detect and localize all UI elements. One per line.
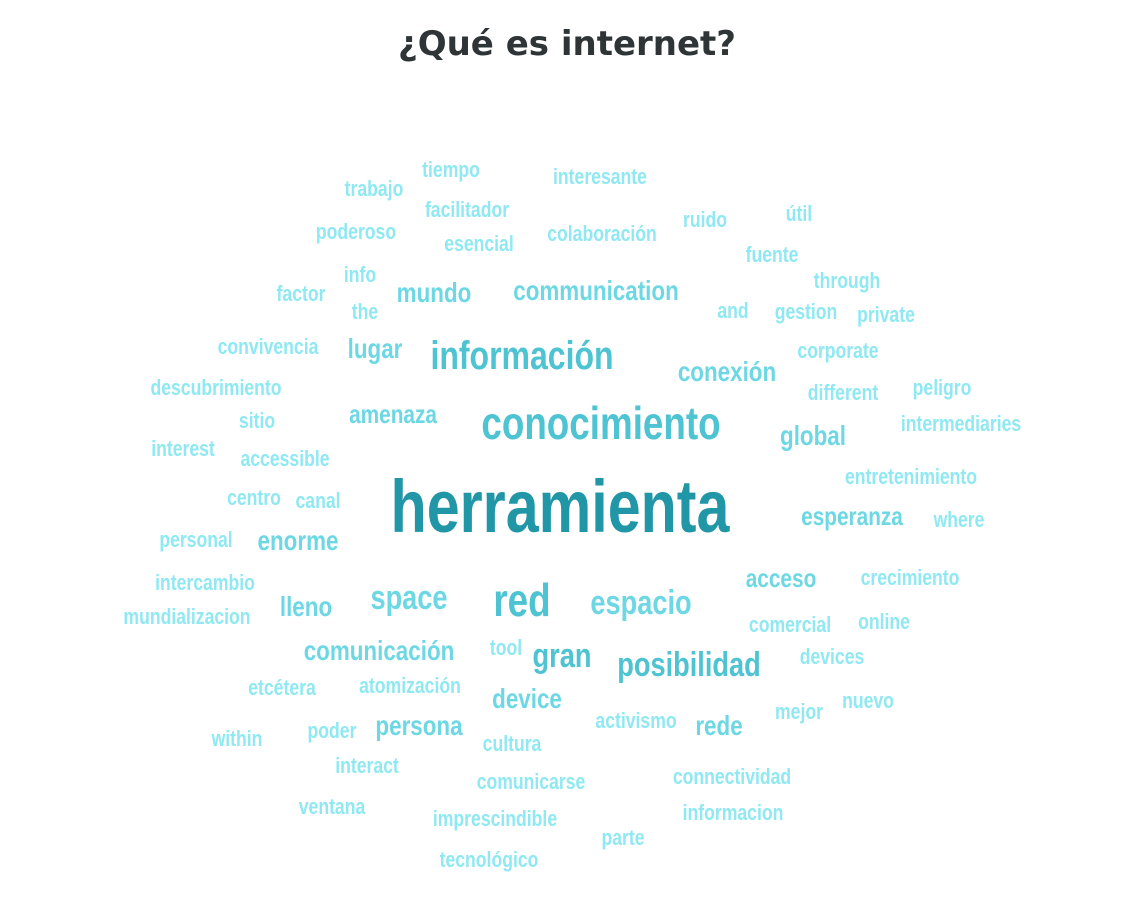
word-red: red: [493, 574, 551, 626]
word-comercial: comercial: [748, 612, 832, 637]
word-acceso: acceso: [745, 563, 817, 593]
word-mejor: mejor: [775, 699, 823, 724]
word-intercambio: intercambio: [155, 570, 255, 595]
word-the: the: [351, 299, 379, 324]
word-poder: poder: [307, 718, 357, 743]
word-amenaza: amenaza: [349, 399, 437, 429]
word-gestion: gestion: [774, 299, 838, 324]
word-espacio: espacio: [590, 584, 692, 622]
word-space: space: [370, 579, 448, 617]
word-different: different: [807, 380, 879, 405]
word-factor: factor: [276, 281, 326, 306]
word-posibilidad: posibilidad: [617, 646, 761, 684]
word-interact: interact: [335, 753, 399, 778]
word-esperanza: esperanza: [801, 501, 903, 531]
word-informacion: informacion: [682, 800, 784, 825]
word-nuevo: nuevo: [842, 688, 894, 713]
word-centro: centro: [227, 485, 281, 510]
page-title: ¿Qué es internet?: [397, 24, 737, 64]
word-conexion: conexión: [677, 356, 777, 387]
word-informacion: información: [430, 334, 614, 378]
word-within: within: [211, 726, 263, 751]
word-comunicacion: comunicación: [303, 635, 455, 666]
word-ventana: ventana: [298, 794, 366, 819]
word-corporate: corporate: [797, 338, 879, 363]
word-ruido: ruido: [683, 207, 727, 232]
word-conocimiento: conocimiento: [481, 397, 721, 449]
word-device: device: [492, 683, 562, 714]
word-lugar: lugar: [347, 333, 403, 364]
word-accessible: accessible: [240, 446, 330, 471]
word-lleno: lleno: [279, 591, 333, 622]
word-enorme: enorme: [257, 525, 339, 556]
word-descubrimiento: descubrimiento: [150, 375, 282, 400]
word-peligro: peligro: [912, 375, 972, 400]
word-atomizacion: atomización: [359, 673, 461, 698]
word-intermediaries: intermediaries: [900, 411, 1022, 436]
word-herramienta: herramienta: [390, 465, 730, 548]
word-personal: personal: [159, 527, 233, 552]
word-sitio: sitio: [238, 408, 276, 433]
word-imprescindible: imprescindible: [432, 806, 558, 831]
word-online: online: [858, 609, 910, 634]
word-persona: persona: [375, 710, 463, 741]
word-esencial: esencial: [444, 231, 514, 256]
word-and: and: [717, 298, 749, 323]
word-devices: devices: [799, 644, 865, 669]
word-facilitador: facilitador: [424, 197, 510, 222]
word-mundo: mundo: [396, 277, 472, 308]
word-tecnologico: tecnológico: [439, 847, 539, 872]
word-tool: tool: [489, 635, 523, 660]
word-util: útil: [785, 201, 813, 226]
word-global: global: [780, 420, 846, 451]
word-through: through: [813, 268, 881, 293]
word-colaboracion: colaboración: [547, 221, 657, 246]
word-where: where: [933, 507, 985, 532]
word-parte: parte: [601, 825, 645, 850]
word-info: info: [343, 262, 377, 287]
word-mundializacion: mundializacion: [123, 604, 251, 629]
word-gran: gran: [532, 637, 592, 675]
word-crecimiento: crecimiento: [860, 565, 960, 590]
word-rede: rede: [695, 710, 743, 741]
word-interest: interest: [151, 436, 215, 461]
word-private: private: [857, 302, 915, 327]
word-convivencia: convivencia: [217, 334, 319, 359]
word-connectividad: connectividad: [672, 764, 792, 789]
word-trabajo: trabajo: [344, 176, 404, 201]
word-entretenimiento: entretenimiento: [844, 464, 978, 489]
word-etcetera: etcétera: [248, 675, 316, 700]
word-canal: canal: [295, 488, 341, 513]
word-comunicarse: comunicarse: [476, 769, 586, 794]
word-poderoso: poderoso: [315, 219, 397, 244]
word-fuente: fuente: [745, 242, 799, 267]
word-activismo: activismo: [595, 708, 677, 733]
word-tiempo: tiempo: [422, 157, 480, 182]
word-interesante: interesante: [553, 164, 647, 189]
word-cultura: cultura: [482, 731, 542, 756]
word-communication: communication: [513, 275, 679, 306]
